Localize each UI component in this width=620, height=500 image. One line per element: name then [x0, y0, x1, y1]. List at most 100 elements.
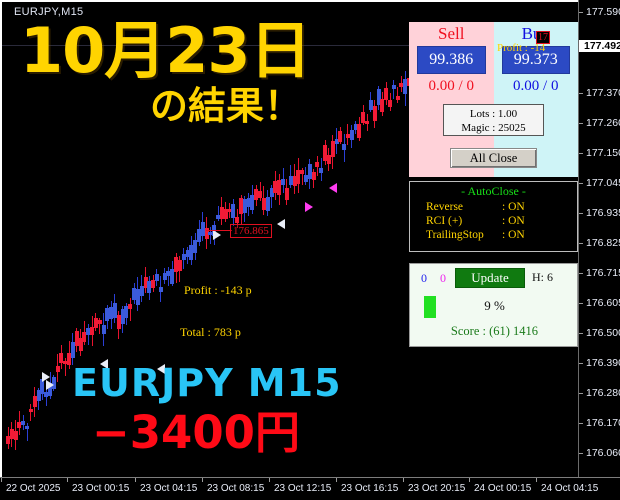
progress-bar-fill: [424, 296, 436, 318]
candlestick: [284, 179, 289, 205]
time-tick: 23 Oct 08:15: [201, 478, 265, 494]
trade-marker-arrow: [157, 364, 165, 374]
candlestick: [300, 167, 305, 186]
candlestick: [258, 182, 263, 201]
candlestick: [9, 421, 14, 448]
autoclose-row: RCI (+): ON: [410, 214, 577, 228]
candlestick: [242, 195, 247, 223]
candlestick: [315, 156, 320, 176]
candlestick: [44, 385, 49, 407]
candlestick: [311, 168, 316, 189]
candlestick: [120, 305, 125, 333]
trade-marker-arrow: [100, 359, 108, 369]
autoclose-key: TrailingStop: [426, 229, 484, 241]
price-axis[interactable]: 177.590 177.370 177.260 177.150 177.045 176.9…: [578, 0, 620, 477]
candlestick: [200, 211, 205, 242]
candlestick: [86, 324, 91, 345]
time-tick: 23 Oct 16:15: [335, 478, 399, 494]
all-close-button[interactable]: All Close: [450, 148, 537, 168]
candlestick: [380, 91, 385, 117]
overlay-amount-text: −3400円: [92, 406, 300, 459]
buy-price-button[interactable]: 99.373: [501, 46, 570, 74]
candlestick: [231, 198, 236, 226]
candlestick: [376, 86, 381, 110]
time-axis[interactable]: 22 Oct 2025 23 Oct 00:15 23 Oct 04:15 23 Oc…: [0, 477, 620, 500]
autoclose-value: : ON: [502, 229, 525, 241]
candlestick: [82, 320, 87, 345]
candlestick: [135, 277, 140, 312]
candlestick: [93, 313, 98, 331]
price-box-connector: [206, 230, 232, 231]
candlestick: [334, 127, 339, 154]
autoclose-row: TrailingStop : ON: [410, 228, 577, 242]
counter-magenta: 0: [440, 271, 446, 285]
candlestick: [368, 91, 373, 112]
candlestick: [288, 165, 293, 188]
buy-pl-value: 0.00 / 0: [513, 78, 559, 94]
price-tick: 176.605: [579, 297, 620, 309]
price-tick: 177.260: [579, 117, 620, 129]
candlestick: [105, 305, 110, 329]
candlestick: [326, 147, 331, 171]
status-top-row: 0 0 Update H: 6: [410, 264, 577, 292]
lots-magic-info: Lots : 1.00 Magic : 25025: [443, 104, 544, 136]
autoclose-key: RCI (+): [426, 215, 463, 227]
sell-label: Sell: [438, 24, 465, 43]
overlay-pair-text: EURJPY M15: [72, 361, 342, 405]
percent-label: 9 %: [484, 298, 505, 313]
price-tick: 176.715: [579, 267, 620, 279]
candlestick: [395, 86, 400, 104]
trade-marker-arrow: [277, 219, 285, 229]
candlestick: [67, 340, 72, 370]
candlestick: [17, 411, 22, 436]
price-tick: 176.280: [579, 387, 620, 399]
price-tick: 176.935: [579, 207, 620, 219]
profit-annotation: Profit : -143 p: [184, 283, 252, 297]
candlestick: [399, 75, 404, 93]
candlestick: [204, 216, 209, 250]
update-button[interactable]: Update: [455, 268, 525, 288]
candlestick: [143, 267, 148, 293]
time-tick: 23 Oct 12:15: [268, 478, 332, 494]
lots-label: Lots : 1.00: [469, 108, 518, 120]
candlestick: [323, 140, 328, 166]
candlestick: [166, 266, 171, 286]
chart-symbol-label: EURJPY,M15: [14, 6, 84, 18]
candlestick: [177, 256, 182, 283]
candlestick: [70, 332, 75, 365]
candlestick: [101, 313, 106, 346]
price-tick: 177.045: [579, 177, 620, 189]
trade-marker-arrow: [46, 380, 54, 390]
candlestick: [158, 276, 163, 303]
overlay-date-text: 10月23日: [20, 14, 312, 87]
candlestick: [296, 157, 301, 194]
price-tick: 177.590: [579, 6, 620, 18]
candlestick: [189, 236, 194, 266]
candlestick: [74, 327, 79, 353]
candlestick: [32, 387, 37, 417]
candlestick: [124, 302, 129, 325]
candlestick: [197, 220, 201, 247]
candlestick: [151, 275, 156, 292]
candlestick: [345, 123, 350, 146]
candlestick: [227, 203, 232, 218]
candlestick: [254, 185, 259, 207]
sell-price-button[interactable]: 99.386: [417, 46, 486, 74]
candlestick: [277, 174, 282, 206]
candlestick: [338, 126, 343, 145]
counter-blue: 0: [421, 271, 427, 285]
candlestick: [36, 388, 41, 410]
candlestick: [219, 196, 224, 225]
magic-label: Magic : 25025: [461, 122, 526, 134]
candlestick: [261, 185, 266, 216]
candlestick: [281, 168, 286, 194]
current-price-tag: 17: [536, 31, 550, 44]
candlestick: [391, 80, 396, 99]
price-tick: 177.370: [579, 87, 620, 99]
candlestick: [307, 158, 312, 190]
candlestick: [403, 71, 408, 107]
candlestick: [97, 317, 102, 334]
candlestick: [250, 184, 255, 214]
time-tick: 24 Oct 00:15: [468, 478, 532, 494]
